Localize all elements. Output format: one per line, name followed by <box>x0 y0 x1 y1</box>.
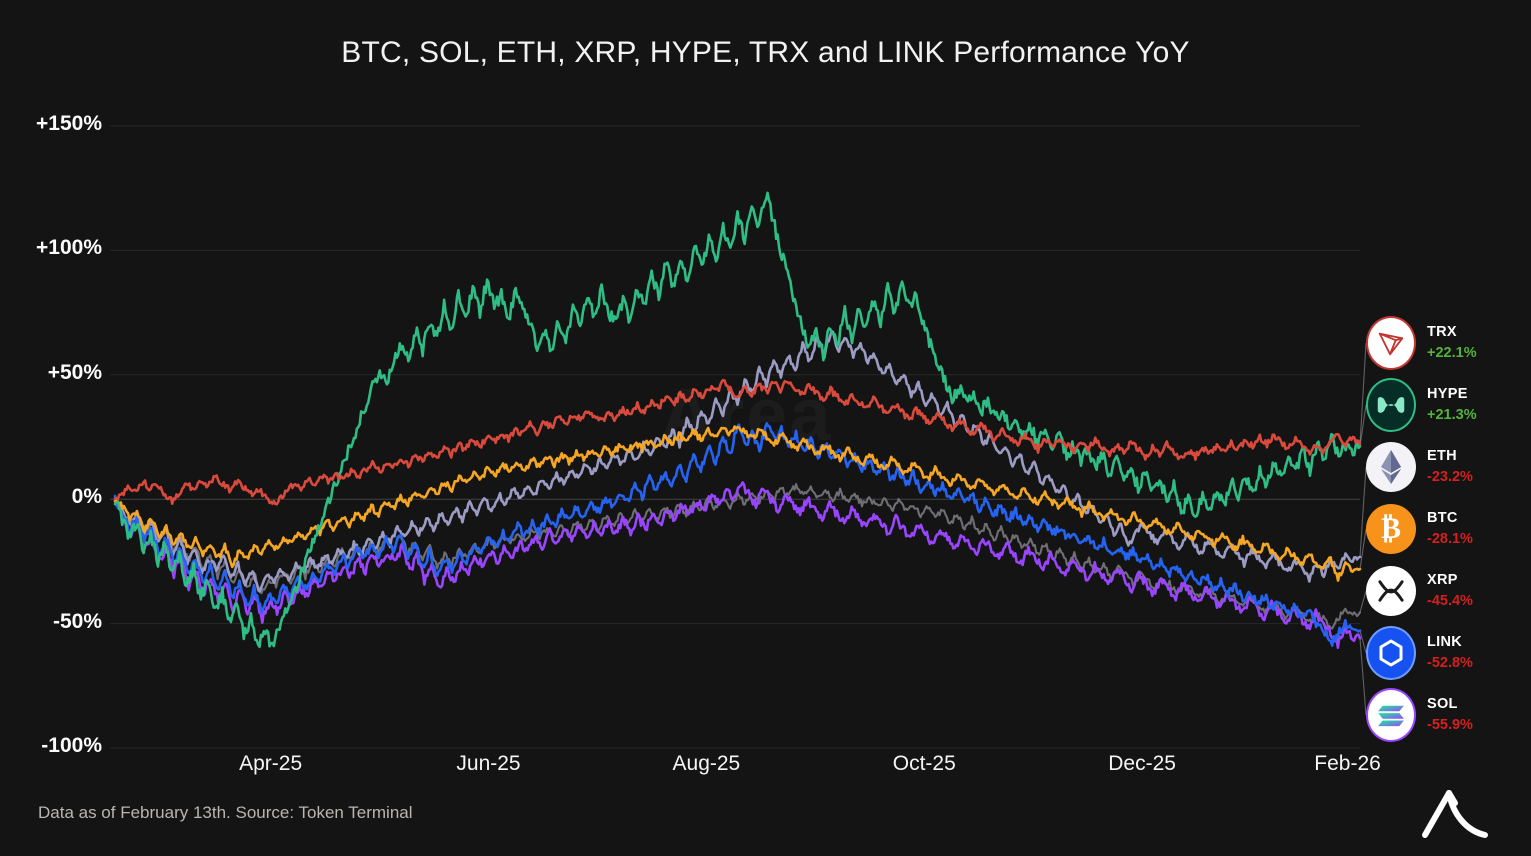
artemis-logo-icon <box>1422 790 1488 838</box>
legend-symbol: TRX <box>1427 324 1457 341</box>
legend-symbol: LINK <box>1427 634 1463 651</box>
legend-symbol: SOL <box>1427 696 1458 713</box>
legend-label-group: BTC -28.1% <box>1427 510 1473 547</box>
legend-item-trx[interactable]: TRX +22.1% <box>1366 316 1477 370</box>
legend-connector-trx <box>1359 342 1367 445</box>
y-axis-tick-label: +150% <box>36 112 102 135</box>
hyperliquid-icon <box>1366 378 1416 432</box>
ethereum-icon <box>1366 442 1416 492</box>
solana-icon <box>1366 688 1416 742</box>
legend-value: -52.8% <box>1427 654 1473 671</box>
legend-label-group: SOL -55.9% <box>1427 696 1473 733</box>
legend-symbol: BTC <box>1427 510 1458 527</box>
y-axis-tick-label: -100% <box>41 734 102 757</box>
legend-label-group: ETH -23.2% <box>1427 448 1473 485</box>
legend-connector-sol <box>1359 638 1367 716</box>
legend-item-btc[interactable]: ₿ BTC -28.1% <box>1366 504 1473 554</box>
chainlink-icon <box>1366 626 1416 680</box>
series-line-btc <box>113 425 1362 582</box>
series-line-hype <box>113 191 1362 649</box>
legend-label-group: HYPE +21.3% <box>1427 386 1477 423</box>
legend-item-hype[interactable]: HYPE +21.3% <box>1366 378 1477 432</box>
series-line-eth <box>113 329 1362 593</box>
legend-connector-btc <box>1359 528 1367 570</box>
series-line-sol <box>113 481 1362 649</box>
legend-item-xrp[interactable]: XRP -45.4% <box>1366 566 1473 616</box>
series-line-trx <box>113 378 1362 506</box>
x-axis-tick-label: Aug-25 <box>672 752 741 775</box>
y-axis-tick-label: +100% <box>36 236 102 260</box>
legend-item-eth[interactable]: ETH -23.2% <box>1366 442 1473 492</box>
legend-connector-hype <box>1359 404 1367 447</box>
legend-value: +21.3% <box>1427 406 1477 423</box>
legend-label-group: TRX +22.1% <box>1427 324 1477 361</box>
page-title: BTC, SOL, ETH, XRP, HYPE, TRX and LINK P… <box>341 36 1190 69</box>
legend-label-group: XRP -45.4% <box>1427 572 1473 609</box>
legend-value: -23.2% <box>1427 468 1473 485</box>
legend-value: -45.4% <box>1427 592 1473 609</box>
y-axis-tick-label: +50% <box>47 360 102 384</box>
legend-connector-eth <box>1359 466 1367 557</box>
legend-connector-xrp <box>1359 590 1367 613</box>
legend-label-group: LINK -52.8% <box>1427 634 1473 671</box>
legend-value: -55.9% <box>1427 716 1473 733</box>
x-axis-tick-label: Dec-25 <box>1108 752 1176 775</box>
footer-source-note: Data as of February 13th. Source: Token … <box>38 803 413 822</box>
legend-value: +22.1% <box>1427 344 1477 361</box>
xrp-icon <box>1366 566 1416 616</box>
x-axis-tick-label: Apr-25 <box>239 752 303 775</box>
y-axis-tick-label: 0% <box>71 485 102 509</box>
x-axis-tick-label: Oct-25 <box>892 752 956 775</box>
legend-item-sol[interactable]: SOL -55.9% <box>1366 688 1473 742</box>
y-axis-tick-label: -50% <box>52 609 102 633</box>
x-axis-tick-label: Feb-26 <box>1314 752 1381 775</box>
legend-item-link[interactable]: LINK -52.8% <box>1366 626 1473 680</box>
tron-icon <box>1366 316 1416 370</box>
bitcoin-icon: ₿ <box>1366 504 1416 554</box>
legend-connector-link <box>1359 630 1367 654</box>
x-axis-tick-label: Jun-25 <box>456 752 521 775</box>
legend-symbol: XRP <box>1427 572 1458 589</box>
legend-value: -28.1% <box>1427 530 1473 547</box>
series-line-xrp <box>113 483 1362 630</box>
legend-symbol: HYPE <box>1427 386 1468 403</box>
legend-symbol: ETH <box>1427 448 1457 465</box>
